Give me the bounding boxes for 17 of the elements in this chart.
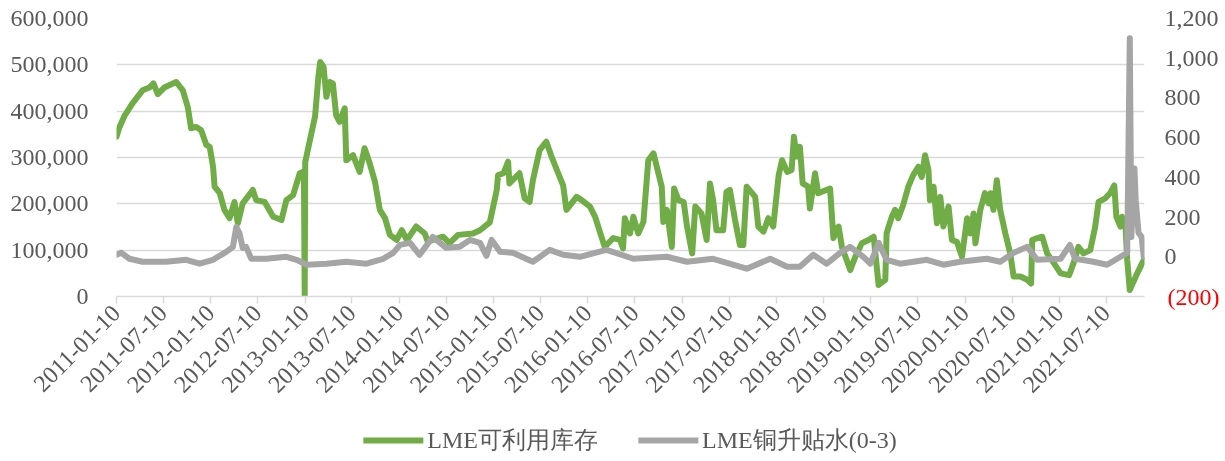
legend-label: LME铜升贴水(0-3) xyxy=(702,426,897,455)
y-tick-label: 400,000 xyxy=(10,97,89,124)
y2-tick-label: 200 xyxy=(1164,203,1201,230)
y2-tick-label: 1,000 xyxy=(1164,44,1219,71)
y2-tick-label: 800 xyxy=(1164,84,1201,111)
y2-tick-label: (200) xyxy=(1167,283,1220,310)
y-tick-label: 100,000 xyxy=(10,236,89,263)
legend-label: LME可利用库存 xyxy=(427,426,599,455)
y-tick-label: 300,000 xyxy=(10,144,89,170)
y-tick-label: 200,000 xyxy=(10,190,89,217)
y2-tick-label: 400 xyxy=(1164,163,1201,190)
y-tick-label: 600,000 xyxy=(10,5,89,31)
y-tick-label: 0 xyxy=(76,283,89,309)
y2-tick-label: 0 xyxy=(1164,243,1177,270)
y2-tick-label: 600 xyxy=(1164,124,1201,151)
y-tick-label: 500,000 xyxy=(10,51,89,78)
y2-tick-label: 1,200 xyxy=(1164,5,1219,31)
